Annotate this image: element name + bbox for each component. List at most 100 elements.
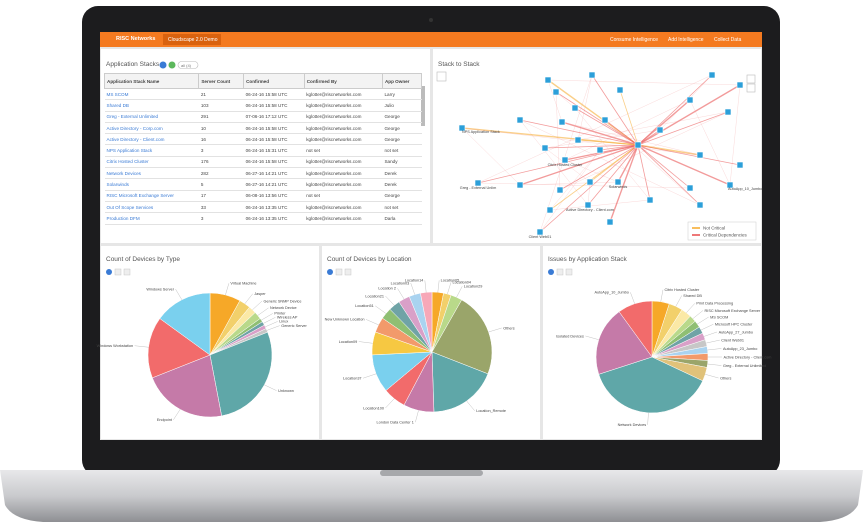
zoom-in[interactable] — [746, 74, 756, 84]
slice-label: Wireless AP — [277, 316, 298, 320]
leader-line — [225, 283, 230, 295]
pie-slice — [209, 331, 273, 417]
edge — [477, 144, 639, 184]
chart-icon — [114, 268, 122, 276]
cell: 3 — [198, 144, 244, 157]
legend-label: Not Critical — [703, 226, 725, 231]
stack-link[interactable]: Shared DB — [104, 99, 199, 112]
menu-button[interactable] — [436, 71, 447, 82]
cell: kglotter@riscnetworks.com — [304, 156, 383, 169]
stack-node — [584, 201, 592, 209]
cell: kglotter@riscnetworks.com — [304, 111, 383, 123]
stack-link[interactable]: Out Of Scope Services — [104, 201, 199, 214]
edge — [729, 84, 741, 186]
edge — [539, 74, 593, 233]
edge — [609, 144, 639, 223]
panel-title: Stack to Stack — [438, 61, 480, 68]
cell: George — [382, 122, 422, 135]
leader-line — [263, 317, 276, 324]
cell: not set — [382, 201, 422, 214]
cell: not set — [304, 190, 383, 202]
project-name[interactable]: Cloudscape 2.0 Demo — [168, 36, 218, 43]
cell: 06-24-16 13:35 UTC — [243, 212, 305, 225]
slice-label: Microsoft HPC Cluster — [715, 323, 753, 327]
leader-line — [385, 398, 395, 409]
cell: 07-06-16 17:12 UTC — [243, 111, 305, 123]
stack-link[interactable]: Greg - External Unlimited — [104, 111, 199, 123]
stack-link[interactable]: Citrix Hosted Cluster — [104, 156, 199, 169]
edge — [587, 181, 591, 206]
stack-node — [458, 124, 466, 132]
edge — [587, 144, 639, 206]
leader-line — [244, 293, 253, 304]
stack-link[interactable]: Solarwinds — [104, 178, 199, 191]
table-row: Active Directory - Client.com 16 06-24-16 … — [104, 133, 422, 146]
brand: RISC Networks — [116, 36, 156, 42]
stack-link[interactable]: Network Devices — [104, 167, 199, 180]
stack-link[interactable]: RISC Microsoft Exchange Server — [104, 190, 199, 202]
leader-line — [630, 292, 635, 304]
cell: kglotter@riscnetworks.com — [304, 167, 383, 180]
icon[interactable] — [159, 61, 167, 69]
slice-label: Location09 — [339, 340, 358, 344]
table-row: Shared DB 103 06-24-16 15:58 UTC kglotter@r… — [104, 99, 422, 112]
stack-link[interactable]: Active Directory - Client.com — [104, 133, 199, 146]
table-row: NPS Application Stack 3 06-24-16 15:31 UTC… — [104, 144, 422, 157]
pie-slice — [598, 356, 704, 414]
stack-node — [586, 178, 594, 186]
slice-label: Others — [503, 326, 514, 330]
nav-item[interactable]: Add Intelligence — [668, 36, 704, 43]
stack-link[interactable]: Production DFM — [104, 212, 199, 225]
cell: kglotter@riscnetworks.com — [304, 178, 383, 191]
stack-link[interactable]: MS SCOM — [104, 88, 199, 101]
pie-charts: Virtual Machine Jasper Generic SNMP Device… — [97, 268, 771, 427]
slice-label: Others — [720, 376, 731, 380]
table-row: RISC Microsoft Exchange Server 17 06-08-16… — [104, 190, 422, 202]
leader-line — [692, 310, 704, 319]
slice-label: Location100 — [363, 406, 384, 410]
leader-line — [266, 325, 280, 331]
zoom-out[interactable] — [746, 83, 756, 93]
edge — [549, 144, 639, 211]
slice-label: Virtual Machine — [230, 282, 256, 286]
app-stack-table: Application Stack Name Server Count Confir… — [103, 73, 423, 225]
cell: 282 — [198, 167, 244, 180]
cell: 06-24-16 15:58 UTC — [243, 156, 305, 169]
stack-node — [616, 86, 624, 94]
leader-line — [585, 335, 599, 340]
stack-node — [726, 181, 734, 189]
filter-label[interactable]: all (4) — [181, 62, 192, 68]
slice-label: Location04 — [452, 281, 471, 285]
stack-link[interactable]: Active Directory - Corp.com — [104, 122, 199, 135]
slice-label: Network Device — [270, 306, 297, 310]
table-row: Network Devices 282 06-27-16 14:21 UTC kglo… — [104, 167, 422, 180]
node-label: NPS Application Stack — [462, 130, 500, 134]
filter-pill[interactable] — [177, 61, 199, 69]
nav-item[interactable]: Collect Data — [714, 36, 742, 43]
stack-node — [606, 218, 614, 226]
slice-label: Generic SNMP Device — [264, 299, 302, 303]
leader-line — [701, 324, 714, 331]
table-row: Out Of Scope Services 33 06-24-16 13:35 UT… — [104, 201, 422, 214]
edge — [604, 119, 639, 146]
leader-line — [134, 345, 149, 348]
edge — [477, 74, 713, 184]
edge — [574, 107, 651, 201]
icon[interactable] — [168, 61, 176, 69]
leader-line — [647, 412, 649, 425]
leader-line — [704, 331, 718, 337]
cell: 33 — [198, 201, 244, 214]
stack-node — [724, 108, 732, 116]
slice-label: Print Data Processing — [696, 302, 733, 306]
node-label: Client Web01 — [529, 235, 552, 239]
cell: 06-24-16 15:58 UTC — [243, 133, 305, 146]
edge — [591, 74, 639, 146]
edge — [561, 121, 701, 156]
stack-node — [556, 186, 564, 194]
slice-label: Location21 — [365, 294, 384, 298]
panel-title: Application Stacks — [106, 61, 160, 68]
nav-item[interactable]: Consume Intelligence — [610, 36, 659, 43]
slice-label: RISC Microsoft Exchange Server — [705, 309, 761, 313]
stack-link[interactable]: NPS Application Stack — [104, 144, 199, 157]
table-row: Solarwinds 5 06-27-16 14:21 UTC kglotter@ri… — [104, 178, 422, 191]
